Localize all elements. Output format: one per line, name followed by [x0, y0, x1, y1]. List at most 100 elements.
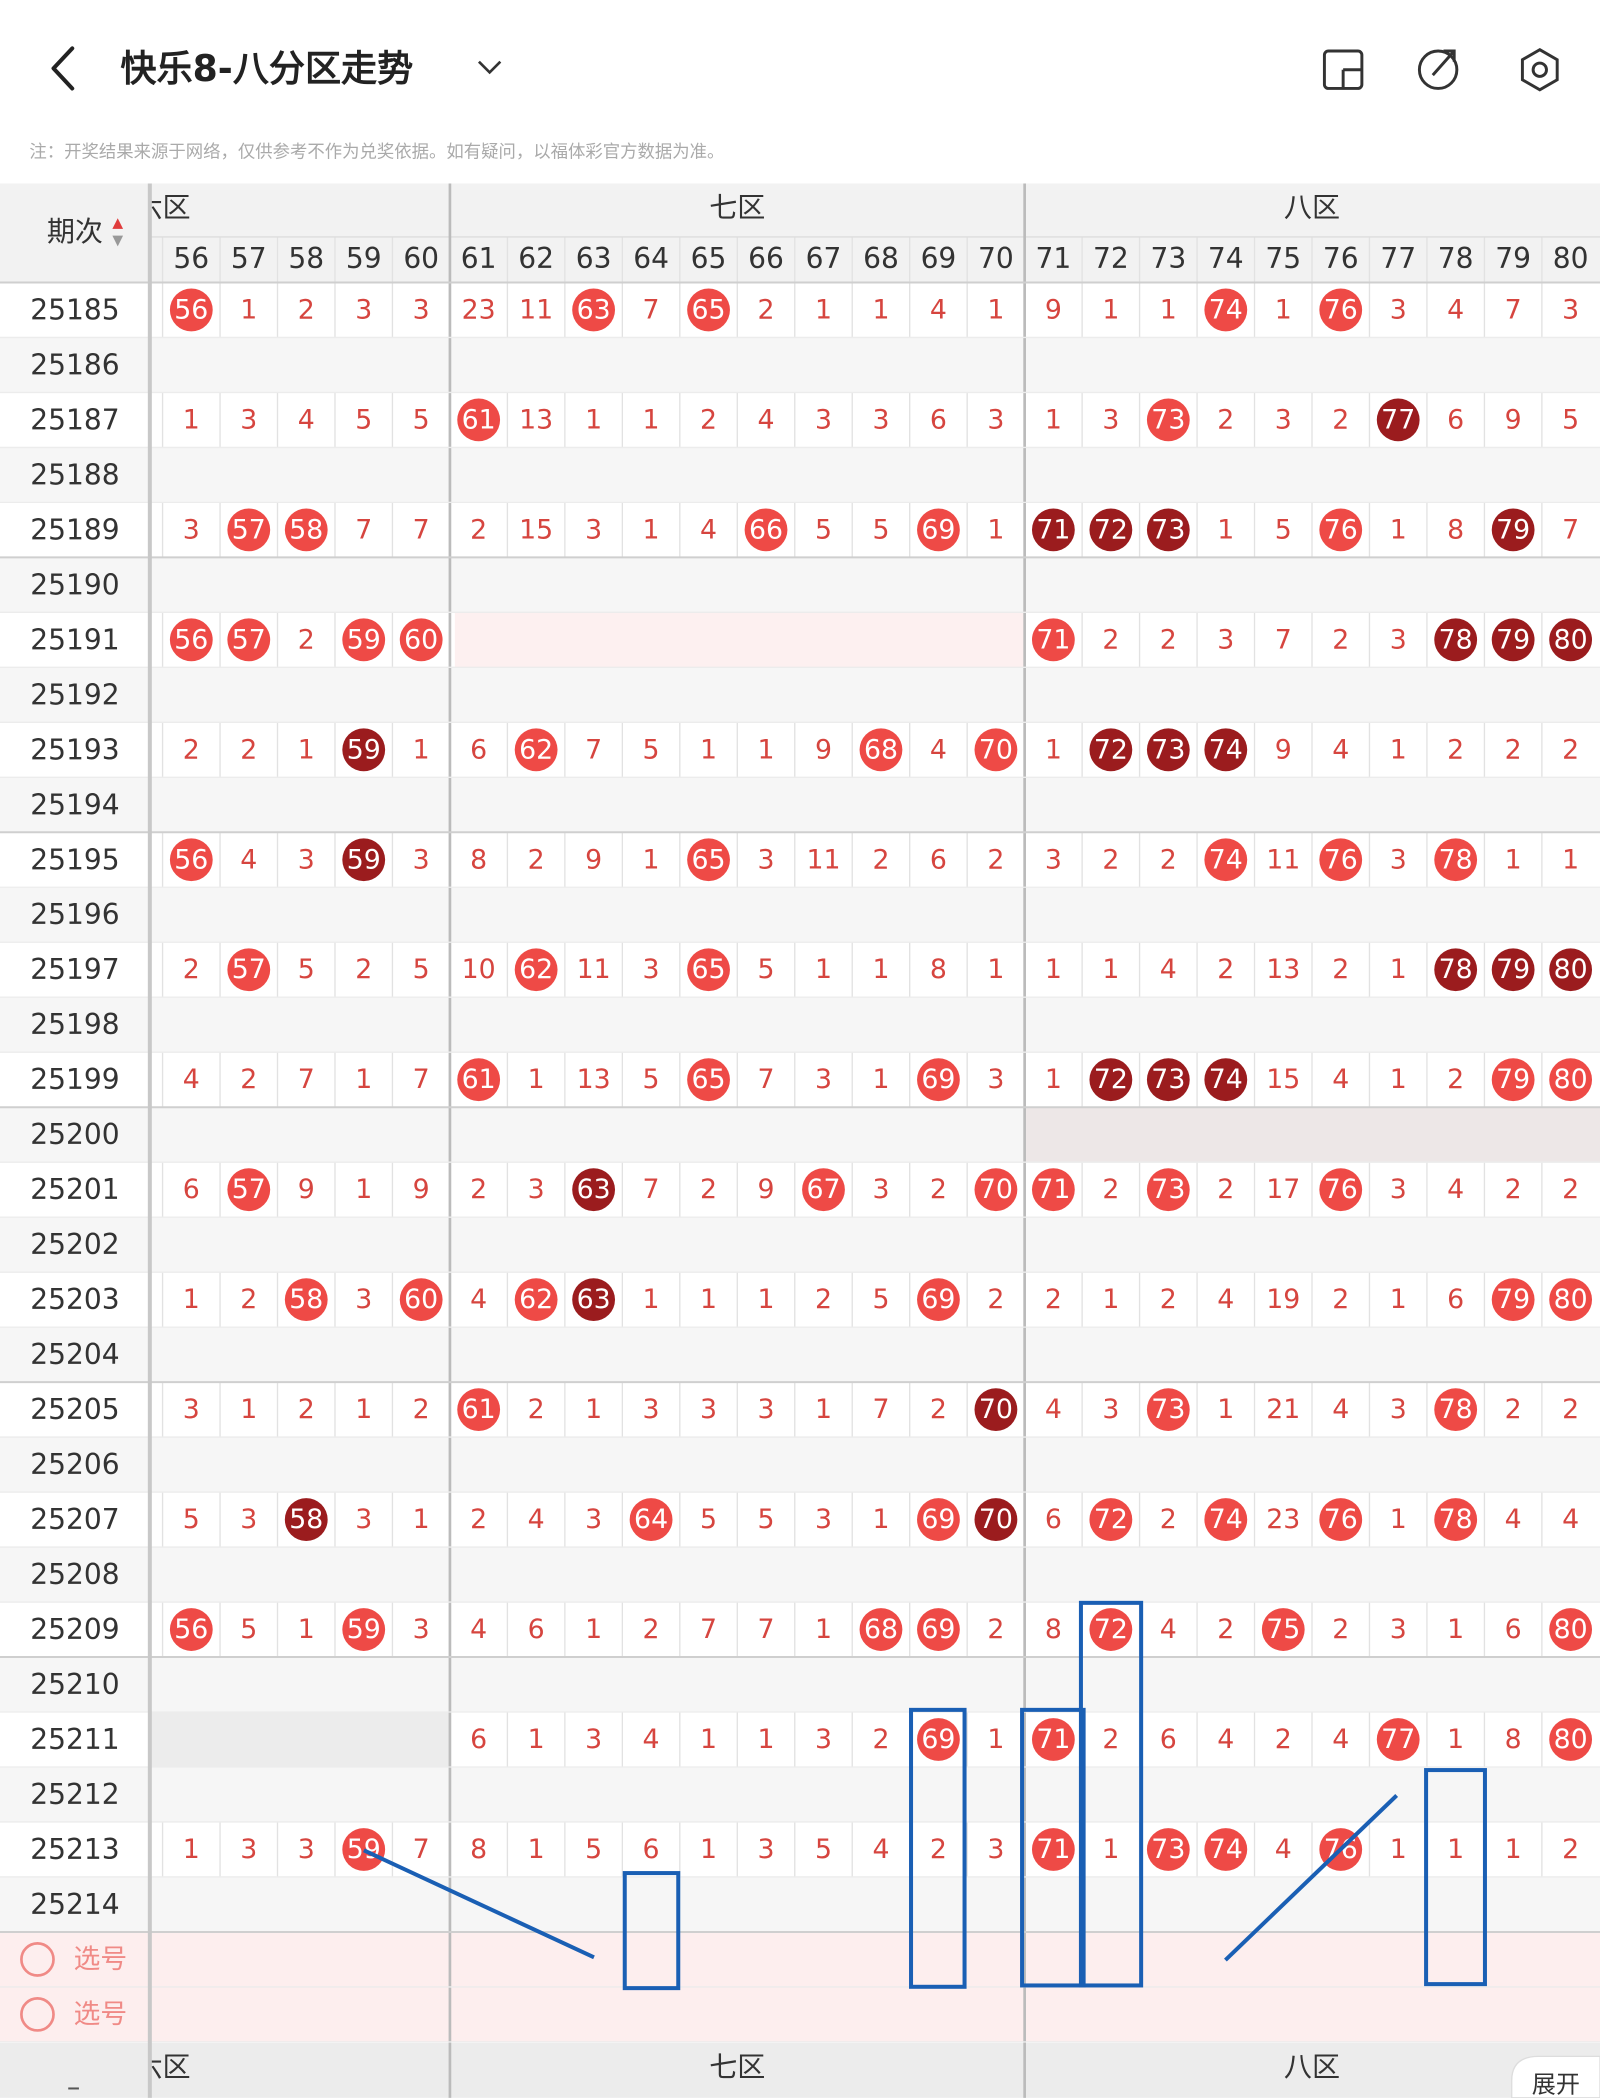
select-label[interactable]: 选号 — [74, 1944, 128, 1975]
omission-count: 8 — [470, 1834, 487, 1865]
omission-count: 7 — [585, 734, 602, 765]
omission-count: 2 — [1217, 1174, 1234, 1205]
omission-count: 2 — [298, 294, 315, 325]
omission-count: 1 — [700, 1834, 717, 1865]
hit-ball — [1434, 618, 1478, 662]
omission-count: 8 — [930, 954, 947, 985]
omission-count: 2 — [1447, 1064, 1464, 1095]
hit-number: 58 — [289, 514, 323, 545]
omission-count: 1 — [528, 1064, 545, 1095]
omission-count: 2 — [1102, 1724, 1119, 1755]
hit-number: 76 — [1324, 1174, 1358, 1205]
hit-ball — [342, 618, 386, 662]
zone-label-footer: 七区 — [709, 2051, 765, 2084]
issue: 25206 — [30, 1448, 119, 1481]
omission-count: 1 — [1505, 1834, 1522, 1865]
omission-count: 4 — [930, 734, 947, 765]
omission-count: 13 — [1266, 954, 1300, 985]
issue: 25192 — [30, 678, 119, 711]
hit-number: 74 — [1209, 1504, 1243, 1535]
omission-count: 5 — [815, 514, 832, 545]
omission-count: 3 — [872, 404, 889, 435]
omission-count: 8 — [1045, 1614, 1062, 1645]
column-header: 69 — [921, 242, 957, 275]
omission-count: 9 — [815, 734, 832, 765]
share-icon[interactable] — [1417, 49, 1459, 90]
hit-number: 61 — [462, 1394, 496, 1425]
hit-ball — [572, 288, 616, 332]
title-dropdown[interactable] — [477, 60, 502, 75]
omission-count: 2 — [700, 404, 717, 435]
hit-ball — [1204, 288, 1248, 332]
select-radio[interactable] — [20, 1997, 55, 2032]
hit-number: 65 — [692, 1064, 726, 1095]
layout-icon[interactable] — [1322, 49, 1364, 90]
select-label[interactable]: 选号 — [74, 1999, 128, 2030]
expand-button[interactable] — [1511, 2055, 1600, 2098]
hit-ball — [1319, 508, 1363, 552]
sort-up[interactable] — [112, 218, 124, 229]
omission-count: 9 — [298, 1174, 315, 1205]
omission-count: 1 — [1045, 404, 1062, 435]
column-header: 76 — [1323, 242, 1359, 275]
settings-icon[interactable] — [1520, 47, 1559, 92]
omission-count: 5 — [815, 1834, 832, 1865]
omission-count: 2 — [240, 1284, 257, 1315]
omission-count: 2 — [240, 1064, 257, 1095]
omission-count: 1 — [987, 514, 1004, 545]
omission-count: 1 — [1505, 844, 1522, 875]
hit-number: 59 — [347, 734, 381, 765]
omission-count: 15 — [1266, 1064, 1300, 1095]
omission-count: 1 — [585, 1394, 602, 1425]
omission-count: 9 — [758, 1174, 775, 1205]
hit-ball — [1146, 398, 1190, 442]
hit-number: 78 — [1439, 954, 1473, 985]
hit-number: 72 — [1094, 514, 1128, 545]
hit-number: 73 — [1151, 1394, 1185, 1425]
hit-number: 62 — [519, 734, 553, 765]
omission-count: 1 — [240, 294, 257, 325]
hit-number: 76 — [1324, 844, 1358, 875]
omission-count: 5 — [355, 404, 372, 435]
hit-ball — [917, 1718, 960, 1761]
omission-count: 1 — [1045, 954, 1062, 985]
hit-ball — [457, 1388, 501, 1432]
omission-count: 7 — [1562, 514, 1579, 545]
back-button[interactable] — [51, 46, 75, 91]
omission-count: 1 — [355, 1064, 372, 1095]
omission-count: 2 — [1562, 1834, 1579, 1865]
omission-count: 4 — [1275, 1834, 1292, 1865]
omission-count: 5 — [700, 1504, 717, 1535]
omission-count: 1 — [585, 404, 602, 435]
hit-number: 60 — [404, 624, 438, 655]
omission-count: 3 — [240, 1834, 257, 1865]
hit-number: 56 — [174, 1614, 208, 1645]
issue: 25208 — [30, 1558, 119, 1591]
omission-count: 3 — [585, 1504, 602, 1535]
hit-number: 79 — [1496, 1284, 1530, 1315]
select-radio[interactable] — [20, 1942, 55, 1977]
hit-ball — [1434, 838, 1478, 882]
omission-count: 5 — [585, 1834, 602, 1865]
omission-count: 1 — [183, 1284, 200, 1315]
hit-ball — [169, 618, 213, 662]
hit-ball — [457, 1058, 501, 1102]
hit-number: 69 — [921, 1504, 955, 1535]
omission-count: 9 — [1045, 294, 1062, 325]
hit-number: 69 — [921, 514, 955, 545]
hit-ball — [169, 288, 213, 332]
hit-ball — [974, 1498, 1018, 1541]
column-header: 59 — [346, 242, 382, 275]
omission-count: 15 — [519, 514, 553, 545]
row-stripe — [0, 887, 1600, 943]
row-stripe — [0, 777, 1600, 833]
omission-count: 1 — [413, 1504, 430, 1535]
row-stripe — [0, 667, 1600, 723]
hit-ball — [1204, 1828, 1248, 1871]
column-header: 62 — [518, 242, 554, 275]
expand-label[interactable]: 展开 — [1532, 2070, 1580, 2098]
omission-count: 6 — [643, 1834, 660, 1865]
sort-down[interactable] — [112, 235, 124, 247]
issue: 25186 — [30, 348, 119, 381]
omission-count: 4 — [1332, 1394, 1349, 1425]
